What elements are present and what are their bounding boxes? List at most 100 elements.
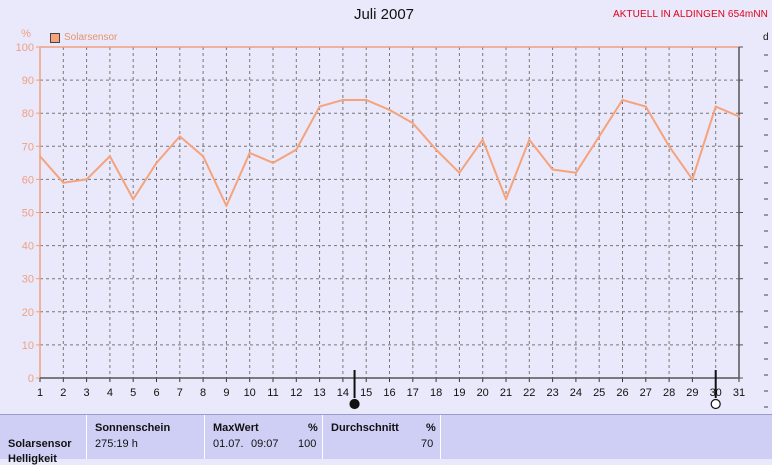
max-value: 100: [298, 438, 317, 450]
data-point: [225, 204, 228, 207]
data-point: [505, 198, 507, 201]
y-tick-label: 100: [16, 42, 34, 54]
x-tick-label: 25: [593, 387, 605, 399]
x-tick-label: 31: [733, 387, 745, 399]
y-tick-label: 90: [22, 75, 34, 87]
data-point: [411, 122, 414, 125]
stats-row-label-cell: Solarsensor Helligkeit: [0, 415, 87, 465]
x-tick-label: 7: [177, 387, 183, 399]
data-point: [644, 105, 647, 108]
full-moon-icon: [710, 398, 721, 410]
y-tick-label: 60: [22, 174, 34, 186]
x-tick-label: 6: [153, 387, 159, 399]
data-point: [108, 155, 111, 158]
x-tick-label: 4: [107, 387, 113, 399]
chart-title: Juli 2007: [353, 6, 415, 23]
stats-max-cell: MaxWert % 01.07. 09:07 100: [205, 415, 323, 459]
x-tick-label: 11: [267, 387, 278, 399]
average-header: Durchschnitt: [331, 422, 399, 434]
data-point: [738, 115, 740, 118]
station-label: AKTUELL IN ALDINGEN 654mNN: [612, 9, 768, 20]
x-tick-label: 8: [200, 387, 206, 399]
max-date: 01.07.: [213, 438, 244, 450]
data-point: [272, 161, 274, 164]
x-tick-label: 18: [430, 387, 442, 399]
series-lines: [39, 98, 740, 207]
data-point: [178, 135, 181, 138]
max-unit: %: [308, 422, 318, 434]
data-point: [132, 198, 135, 201]
x-tick-label: 1: [37, 387, 43, 399]
data-point: [435, 148, 438, 151]
x-tick-label: 20: [477, 387, 489, 399]
sunshine-value: 275:19 h: [95, 438, 138, 450]
x-tick-label: 10: [244, 387, 256, 399]
y-tick-label: 80: [22, 108, 34, 120]
data-point: [202, 155, 205, 158]
x-tick-label: 13: [313, 387, 325, 399]
data-point: [458, 171, 461, 174]
x-tick-label: 15: [360, 387, 372, 399]
x-tick-label: 24: [570, 387, 582, 399]
data-point: [481, 138, 484, 141]
data-point: [574, 171, 577, 174]
x-tick-label: 28: [663, 387, 675, 399]
data-point: [39, 155, 41, 158]
x-tick-label: 5: [130, 387, 136, 399]
new-moon-icon: [349, 398, 360, 410]
data-point: [62, 181, 65, 184]
y-tick-label: 70: [22, 141, 34, 153]
data-point: [341, 98, 344, 101]
x-tick-label: 14: [337, 387, 349, 399]
legend: Solarsensor: [50, 32, 117, 43]
stats-sunshine-cell: Sonnenschein 275:19 h: [87, 415, 205, 459]
x-tick-label: 22: [523, 387, 535, 399]
average-unit: %: [426, 422, 436, 434]
max-time: 09:07: [251, 438, 279, 450]
data-point: [318, 105, 321, 108]
data-point: [551, 168, 554, 171]
stats-table: Solarsensor Helligkeit Sonnenschein 275:…: [0, 414, 772, 465]
data-point: [85, 178, 88, 181]
y-tick-label: 50: [22, 208, 34, 220]
x-tick-label: 16: [383, 387, 395, 399]
stats-average-cell: Durchschnitt % 70: [323, 415, 441, 459]
data-point: [388, 108, 391, 111]
y-tick-label: 20: [22, 307, 34, 319]
data-point: [621, 98, 624, 101]
y-tick-label: 10: [22, 340, 34, 352]
x-tick-label: 17: [407, 387, 419, 399]
x-tick-label: 19: [453, 387, 465, 399]
legend-swatch: [50, 32, 60, 43]
data-point: [295, 148, 298, 151]
edge-label: d: [763, 32, 769, 43]
x-tick-label: 23: [546, 387, 558, 399]
grid: [40, 47, 739, 378]
moon-phase-markers: [349, 370, 721, 410]
data-point: [365, 98, 368, 101]
stats-row-label: Solarsensor: [8, 438, 72, 450]
x-tick-label: 27: [640, 387, 652, 399]
average-value: 70: [421, 438, 434, 450]
x-tick-label: 12: [290, 387, 302, 399]
data-point: [528, 138, 531, 141]
x-tick-label: 29: [686, 387, 698, 399]
axes: [36, 46, 768, 408]
x-tick-label: 21: [500, 387, 512, 399]
y-tick-label: 0: [28, 373, 34, 385]
y-tick-label: 40: [22, 241, 34, 253]
y-axis-unit: %: [21, 28, 31, 40]
x-tick-label: 9: [223, 387, 229, 399]
data-point: [248, 151, 251, 154]
y-tick-label: 30: [22, 274, 34, 286]
stats-row-sublabel: Helligkeit: [8, 453, 57, 465]
x-tick-label: 2: [60, 387, 66, 399]
x-tick-label: 3: [84, 387, 90, 399]
data-point: [668, 145, 671, 148]
data-point: [714, 105, 717, 108]
data-point: [155, 161, 158, 164]
data-point: [598, 135, 601, 138]
sunshine-header: Sonnenschein: [95, 422, 171, 434]
